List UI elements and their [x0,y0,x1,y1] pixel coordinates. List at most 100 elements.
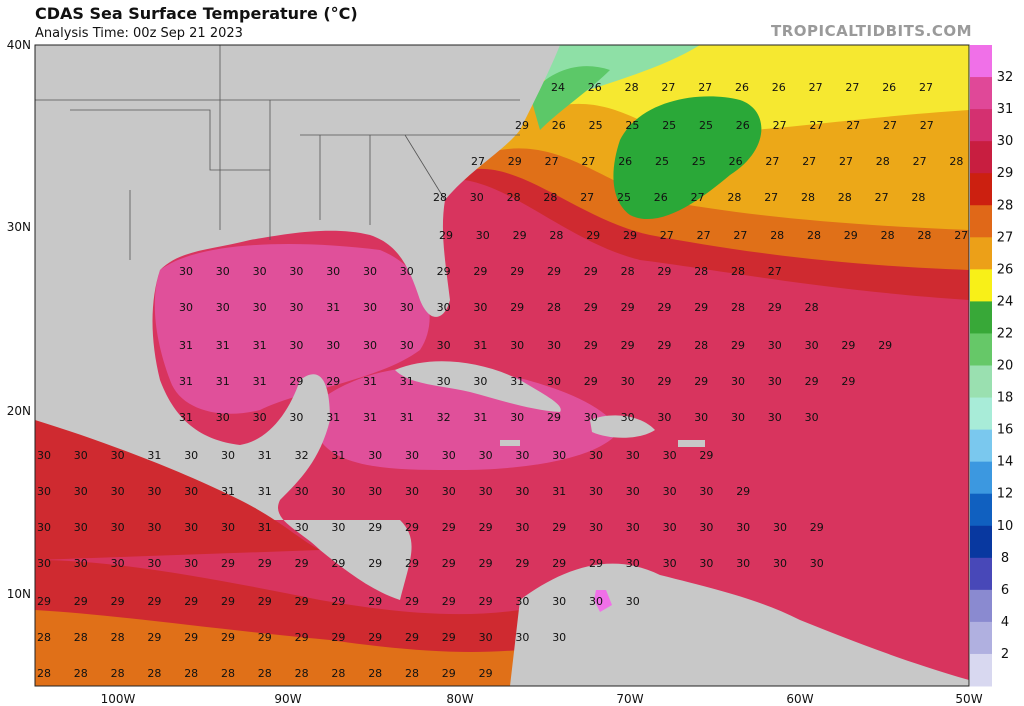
sst-value-label: 30 [584,411,598,424]
sst-value-label: 28 [147,667,161,680]
sst-value-label: 25 [625,119,639,132]
sst-value-label: 30 [363,301,377,314]
sst-value-label: 30 [179,301,193,314]
caribbean-hot-pool [320,366,620,470]
y-tick-label: 20N [7,404,31,418]
sst-value-label: 32 [437,411,451,424]
sst-value-label: 29 [657,339,671,352]
sst-value-label: 28 [625,81,639,94]
sst-value-label: 28 [876,155,890,168]
sst-value-label: 26 [654,191,668,204]
sst-value-label: 29 [552,521,566,534]
colorbar-label: 22 [997,326,1014,341]
sst-value-label: 31 [221,485,235,498]
sst-value-label: 30 [479,631,493,644]
sst-value-label: 31 [400,375,414,388]
sst-value-label: 25 [699,119,713,132]
sst-value-label: 30 [589,449,603,462]
sst-value-label: 30 [437,339,451,352]
sst-value-label: 30 [547,375,561,388]
sst-value-label: 30 [515,595,529,608]
land-puerto-rico [678,440,705,447]
sst-value-label: 28 [74,667,88,680]
colorbar-swatch [970,621,992,655]
sst-value-label: 27 [954,229,968,242]
sst-value-label: 30 [405,449,419,462]
sst-value-label: 27 [845,81,859,94]
colorbar-label: 31 [997,102,1014,117]
sst-value-label: 30 [221,449,235,462]
sst-value-label: 27 [580,191,594,204]
sst-value-label: 25 [662,119,676,132]
x-tick-label: 60W [786,692,813,706]
sst-value-label: 29 [841,375,855,388]
land-hispaniola [590,415,655,438]
state-borders [35,45,520,260]
sst-value-label: 31 [179,339,193,352]
sst-value-label: 29 [295,631,309,644]
sst-value-label: 30 [253,265,267,278]
sst-value-label: 31 [473,411,487,424]
sst-value-label: 28 [731,265,745,278]
sst-value-label: 27 [846,119,860,132]
colorbar-label: 18 [997,391,1014,406]
sst-value-label: 30 [515,631,529,644]
sst-value-label: 29 [368,521,382,534]
sst-value-label: 29 [442,595,456,608]
y-tick-label: 10N [7,587,31,601]
sst-value-label: 30 [400,339,414,352]
sst-value-label: 29 [221,595,235,608]
sst-value-label: 28 [805,301,819,314]
sst-value-label: 29 [221,631,235,644]
sst-value-label: 28 [694,265,708,278]
sst-value-label: 29 [479,667,493,680]
x-tick-label: 80W [446,692,473,706]
colorbar-label: 10 [997,519,1014,534]
colorbar-label: 28 [997,198,1014,213]
sst-value-label: 30 [295,485,309,498]
lake-maracaibo [594,590,612,612]
colorbar-label: 29 [997,166,1014,181]
value-labels: 24 26 28 27 27 26 26 27 27 26 27 29 26 25 25 25 25 26 27 27… [37,81,968,680]
sst-value-label: 29 [405,631,419,644]
sst-value-label: 29 [552,557,566,570]
sst-value-label: 29 [479,595,493,608]
sst-value-label: 30 [37,485,51,498]
sst-value-label: 28 [621,265,635,278]
colorbar: 32 31 30 29 28 27 26 24 22 20 18 16 14 12 10 8 6 4 2 [970,45,1013,687]
colorbar-swatch [970,77,992,110]
sst-value-label: 29 [147,631,161,644]
sst-value-label: 29 [584,339,598,352]
sst-value-label: 27 [581,155,595,168]
sst-value-label: 30 [476,229,490,242]
sst-value-label: 27 [809,119,823,132]
sst-value-label: 26 [618,155,632,168]
sst-value-label: 30 [515,449,529,462]
sst-value-label: 28 [547,301,561,314]
sst-value-label: 30 [589,521,603,534]
sst-value-label: 30 [442,449,456,462]
sst-value-label: 28 [727,191,741,204]
sst-value-label: 29 [368,595,382,608]
sst-value-label: 29 [331,595,345,608]
sst-value-label: 30 [442,485,456,498]
sst-value-label: 26 [735,81,749,94]
sst-value-label: 29 [621,339,635,352]
cold-eddy-25 [613,96,762,220]
sst-value-label: 28 [838,191,852,204]
sst-value-label: 30 [805,339,819,352]
sst-value-label: 29 [442,557,456,570]
sst-value-label: 29 [510,265,524,278]
sst-value-label: 27 [698,81,712,94]
sst-value-label: 26 [552,119,566,132]
sst-value-label: 27 [471,155,485,168]
sst-value-label: 30 [626,485,640,498]
sst-value-label: 29 [258,631,272,644]
sst-value-label: 25 [617,191,631,204]
sst-value-label: 30 [589,485,603,498]
sst-value-label: 29 [437,265,451,278]
colorbar-label: 32 [997,70,1014,85]
colorbar-swatch [970,173,992,206]
sst-value-label: 26 [588,81,602,94]
sst-value-label: 25 [692,155,706,168]
